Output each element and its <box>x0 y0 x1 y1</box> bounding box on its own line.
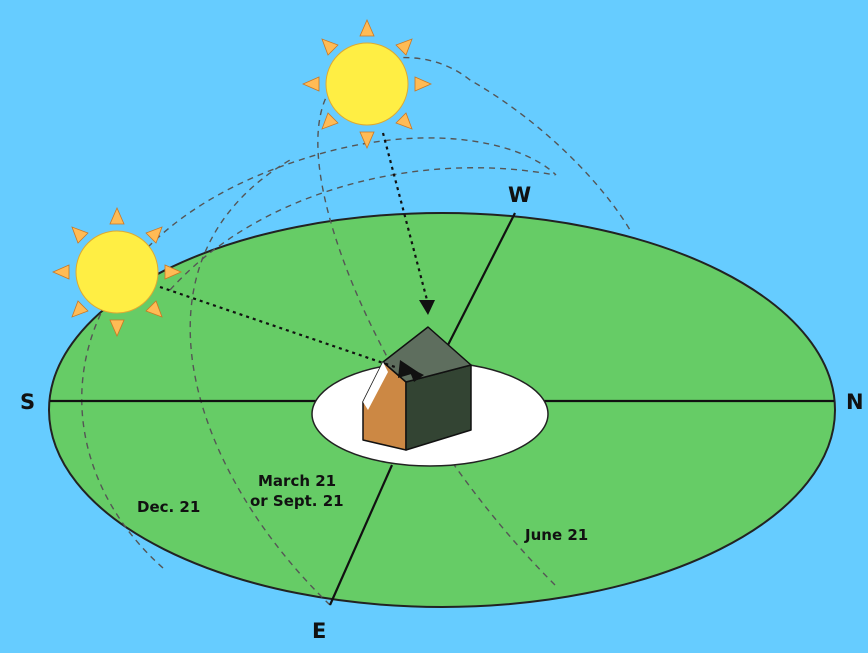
label-equinox-1: March 21 <box>258 472 336 490</box>
compass-label-north: N <box>846 390 864 414</box>
house-arrow-mark <box>408 367 424 382</box>
december-path <box>81 137 557 569</box>
compass-label-east: E <box>312 619 326 643</box>
gable-highlight <box>363 362 388 410</box>
sun-rays-to-house <box>159 132 429 369</box>
sun-path-arcs <box>81 56 631 606</box>
compass-label-west: W <box>508 183 531 207</box>
winter-sun-icon <box>52 207 182 337</box>
label-equinox-2: or Sept. 21 <box>250 492 344 510</box>
june-path <box>317 56 631 586</box>
compass-lines <box>50 212 834 606</box>
west-line <box>447 212 516 346</box>
label-december: Dec. 21 <box>137 498 200 516</box>
equinox-path <box>189 159 331 606</box>
summer-ray-arrowhead <box>419 300 435 315</box>
summer-ray <box>381 132 429 301</box>
label-june: June 21 <box>524 526 588 544</box>
east-line <box>328 464 394 606</box>
summer-sun-icon <box>302 19 432 149</box>
compass-label-south: S <box>20 390 35 414</box>
